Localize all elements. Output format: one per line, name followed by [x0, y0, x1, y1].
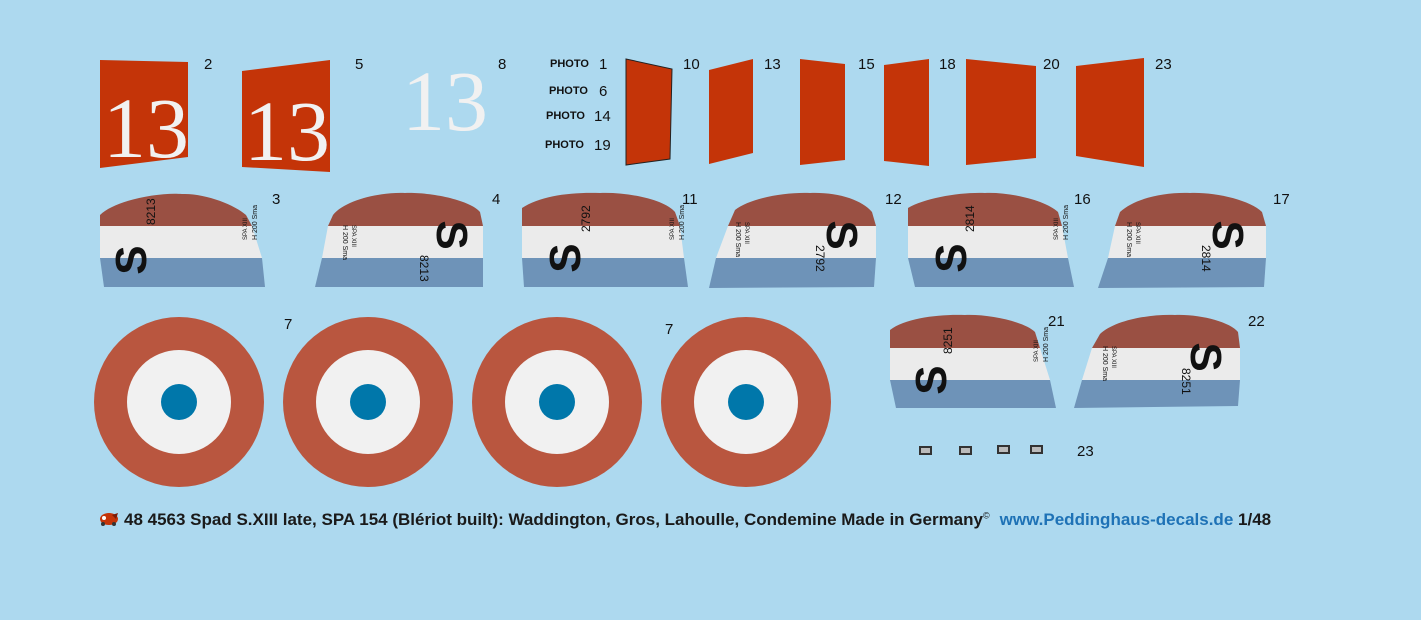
- svg-text:SPA XIII: SPA XIII: [743, 222, 749, 244]
- svg-text:SPA XIII: SPA XIII: [350, 225, 356, 247]
- decal-number: 7: [284, 316, 293, 333]
- svg-text:SPA XIII: SPA XIII: [1054, 218, 1060, 240]
- rudder-4: S 8213 SPA XIII H 200 Sma: [315, 192, 483, 287]
- svg-text:SPA XIII: SPA XIII: [670, 218, 676, 240]
- svg-text:H 200 Sma: H 200 Sma: [679, 205, 686, 240]
- decal-number: 23: [1155, 56, 1172, 73]
- photo-label: PHOTO: [550, 58, 589, 70]
- svg-text:SPA XIII: SPA XIII: [243, 218, 249, 240]
- decal-number: 14: [594, 108, 611, 125]
- decal-number: 10: [683, 56, 700, 73]
- rudder-12: S 2792 SPA XIII H 200 Sma: [709, 192, 876, 288]
- red-stripes: [625, 58, 1144, 167]
- decal-number: 7: [665, 321, 674, 338]
- svg-text:S: S: [1181, 342, 1230, 371]
- svg-text:SPA XIII: SPA XIII: [1134, 222, 1140, 244]
- svg-text:2792: 2792: [813, 245, 827, 272]
- rudder-21: S 8251 SPA XIII H 200 Sma: [890, 314, 1056, 408]
- svg-text:H 200 Sma: H 200 Sma: [734, 222, 741, 257]
- rudder-11: S 2792 SPA XIII H 200 Sma: [522, 192, 688, 287]
- svg-text:S: S: [1203, 220, 1252, 249]
- decal-13-white: 13: [402, 53, 488, 149]
- peddinghaus-logo-icon: [98, 511, 120, 532]
- svg-text:2792: 2792: [579, 205, 593, 232]
- registered-mark: ©: [982, 510, 990, 521]
- svg-text:8251: 8251: [1179, 368, 1193, 395]
- svg-text:8213: 8213: [144, 198, 158, 225]
- svg-text:H 200 Sma: H 200 Sma: [1043, 327, 1050, 362]
- photo-label: PHOTO: [549, 85, 588, 97]
- decal-13-red-2: 13: [242, 60, 330, 179]
- svg-text:13: 13: [402, 53, 488, 149]
- decal-13-red-1: 13: [100, 60, 189, 176]
- svg-text:H 200 Sma: H 200 Sma: [341, 225, 348, 260]
- decal-number: 5: [355, 56, 364, 73]
- svg-text:S: S: [817, 220, 866, 249]
- svg-text:2814: 2814: [1199, 245, 1213, 272]
- rudder-16: S 2814 SPA XIII H 200 Sma: [908, 192, 1074, 287]
- svg-text:S: S: [427, 220, 476, 249]
- svg-text:S: S: [107, 245, 156, 274]
- svg-text:H 200 Sma: H 200 Sma: [252, 205, 259, 240]
- svg-text:13: 13: [244, 83, 330, 179]
- decal-number: 18: [939, 56, 956, 73]
- decal-number: 22: [1248, 313, 1265, 330]
- decal-number: 16: [1074, 191, 1091, 208]
- rudder-3: S 8213 SPA XIII H 200 Sma: [100, 193, 265, 287]
- svg-text:H 200 Sma: H 200 Sma: [1063, 205, 1070, 240]
- svg-text:S: S: [541, 243, 590, 272]
- website-link[interactable]: www.Peddinghaus-decals.de: [999, 510, 1234, 529]
- decal-number: 3: [272, 191, 281, 208]
- decal-number: 13: [764, 56, 781, 73]
- roundel-4: [661, 317, 831, 487]
- roundel-3: [472, 317, 642, 487]
- footer: 48 4563 Spad S.XIII late, SPA 154 (Bléri…: [98, 510, 1271, 532]
- photo-label: PHOTO: [545, 139, 584, 151]
- decal-number: 2: [204, 56, 213, 73]
- rudder-17: S 2814 SPA XIII H 200 Sma: [1098, 192, 1266, 288]
- decal-number: 8: [498, 56, 507, 73]
- decal-number: 15: [858, 56, 875, 73]
- svg-text:13: 13: [103, 80, 189, 176]
- decal-number: 11: [682, 191, 698, 208]
- svg-text:2814: 2814: [963, 205, 977, 232]
- svg-text:SPA XIII: SPA XIII: [1034, 340, 1040, 362]
- svg-text:H 200 Sma: H 200 Sma: [1101, 346, 1108, 381]
- decal-number: 23: [1077, 443, 1094, 460]
- svg-text:8213: 8213: [417, 255, 431, 282]
- rudder-22: S 8251 SPA XIII H 200 Sma: [1074, 314, 1240, 408]
- decal-number: 1: [599, 56, 608, 73]
- decal-number: 21: [1048, 313, 1065, 330]
- decal-number: 20: [1043, 56, 1060, 73]
- scale-label: 1/48: [1238, 510, 1272, 529]
- decal-number: 6: [599, 83, 608, 100]
- roundel-1: [94, 317, 264, 487]
- photo-label: PHOTO: [546, 110, 585, 122]
- svg-text:8251: 8251: [941, 327, 955, 354]
- decal-number: 12: [885, 191, 902, 208]
- decal-number: 4: [492, 191, 501, 208]
- svg-text:S: S: [907, 365, 956, 394]
- decal-number: 19: [594, 137, 611, 154]
- svg-text:SPA XIII: SPA XIII: [1110, 346, 1116, 368]
- footer-title: 48 4563 Spad S.XIII late, SPA 154 (Bléri…: [124, 510, 983, 529]
- roundel-2: [283, 317, 453, 487]
- data-plates: [919, 445, 1043, 455]
- svg-text:H 200 Sma: H 200 Sma: [1125, 222, 1132, 257]
- svg-text:S: S: [927, 243, 976, 272]
- decal-number: 17: [1273, 191, 1290, 208]
